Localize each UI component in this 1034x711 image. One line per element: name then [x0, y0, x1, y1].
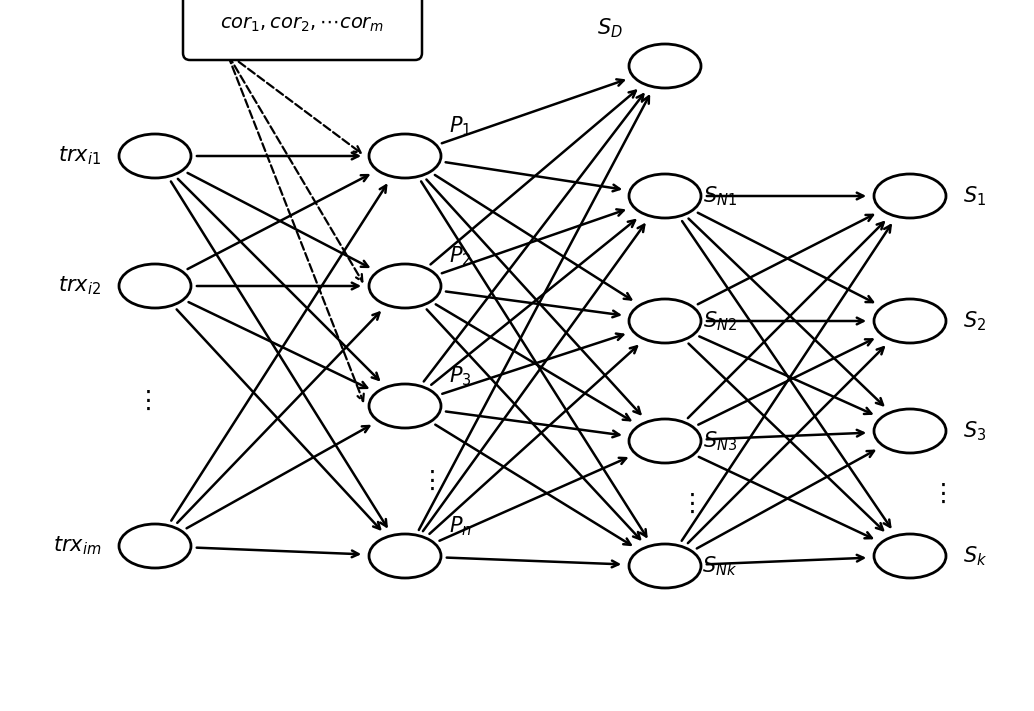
Text: $S_k$: $S_k$ — [963, 544, 987, 568]
Text: $trx_{i2}$: $trx_{i2}$ — [59, 274, 101, 297]
Text: $S_1$: $S_1$ — [964, 184, 986, 208]
Text: $P_3$: $P_3$ — [449, 364, 472, 387]
Text: $\vdots$: $\vdots$ — [931, 481, 946, 506]
Text: $\vdots$: $\vdots$ — [679, 491, 695, 515]
Ellipse shape — [369, 264, 440, 308]
Ellipse shape — [629, 419, 701, 463]
Ellipse shape — [874, 174, 946, 218]
Ellipse shape — [369, 534, 440, 578]
Text: $S_{Nk}$: $S_{Nk}$ — [702, 554, 737, 578]
Text: $P_n$: $P_n$ — [449, 514, 472, 538]
Text: $S_{N2}$: $S_{N2}$ — [703, 309, 737, 333]
Text: $trx_{im}$: $trx_{im}$ — [53, 535, 101, 557]
Text: $cor_1, cor_2, \cdots cor_m$: $cor_1, cor_2, \cdots cor_m$ — [220, 14, 385, 33]
Ellipse shape — [874, 409, 946, 453]
Ellipse shape — [874, 299, 946, 343]
Ellipse shape — [369, 384, 440, 428]
Text: $\vdots$: $\vdots$ — [135, 389, 151, 413]
Ellipse shape — [629, 299, 701, 343]
Text: $\vdots$: $\vdots$ — [419, 469, 435, 493]
Ellipse shape — [629, 544, 701, 588]
Text: $S_D$: $S_D$ — [597, 16, 622, 40]
Ellipse shape — [119, 264, 191, 308]
Text: $P_1$: $P_1$ — [449, 114, 472, 138]
Ellipse shape — [874, 534, 946, 578]
Ellipse shape — [629, 44, 701, 88]
Text: $S_3$: $S_3$ — [964, 419, 986, 443]
Ellipse shape — [629, 174, 701, 218]
Text: $S_{N1}$: $S_{N1}$ — [703, 184, 737, 208]
Text: $P_2$: $P_2$ — [449, 244, 472, 268]
Text: $S_2$: $S_2$ — [964, 309, 986, 333]
Text: $trx_{i1}$: $trx_{i1}$ — [59, 145, 101, 167]
Ellipse shape — [119, 524, 191, 568]
FancyBboxPatch shape — [183, 0, 422, 60]
Ellipse shape — [369, 134, 440, 178]
Ellipse shape — [119, 134, 191, 178]
Text: $S_{N3}$: $S_{N3}$ — [703, 429, 737, 453]
